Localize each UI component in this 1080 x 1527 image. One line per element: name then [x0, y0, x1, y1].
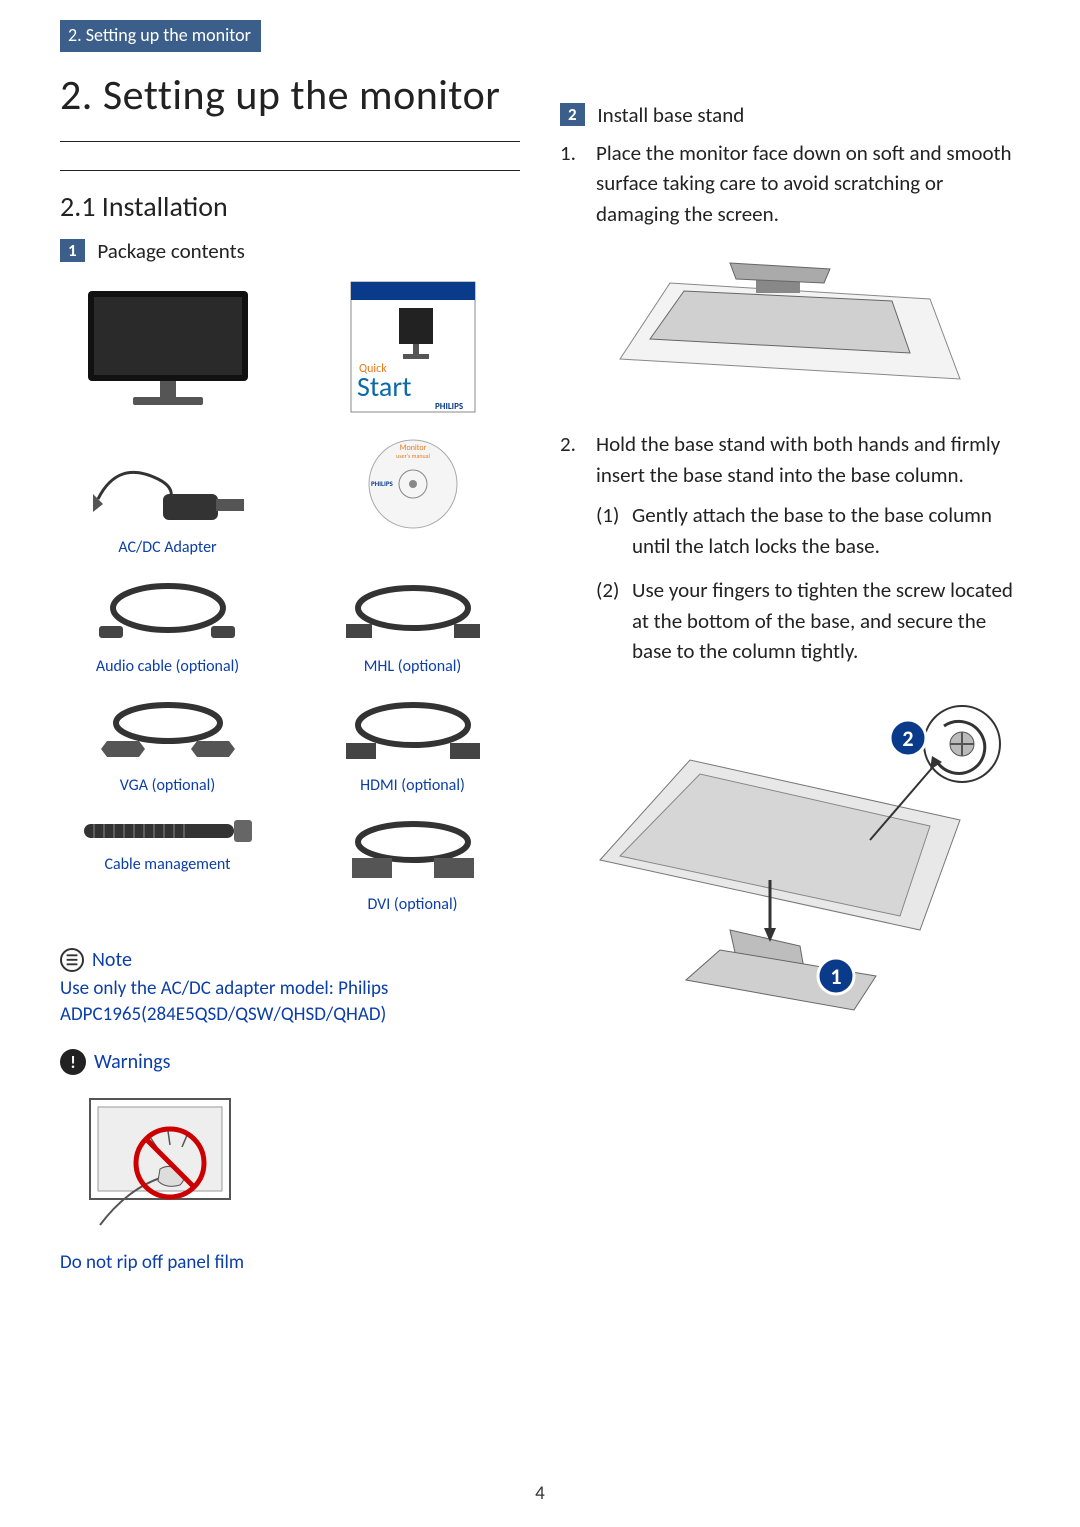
vga-cable-icon: [83, 697, 253, 767]
pkg-item-quickstart: Quick Start PHILIPS: [305, 278, 520, 418]
instruction-1-text: Place the monitor face down on soft and …: [596, 138, 1020, 229]
pkg-item-mhl: MHL (optional): [305, 573, 520, 676]
pkg-item-monitor: [60, 278, 275, 418]
step-1-heading: 1 Package contents: [60, 238, 520, 264]
cablemgmt-label: Cable management: [60, 855, 275, 874]
step-2-label: Install base stand: [597, 102, 744, 128]
mhl-cable-icon: [328, 578, 498, 648]
pkg-item-vga: VGA (optional): [60, 692, 275, 795]
note-text: Use only the AC/DC adapter model: Philip…: [60, 976, 520, 1027]
instruction-1: 1. Place the monitor face down on soft a…: [560, 138, 1020, 229]
assembly-badge-2: 2: [902, 725, 913, 752]
pkg-item-hdmi: HDMI (optional): [305, 692, 520, 795]
sub2-text: Use your fingers to tighten the screw lo…: [632, 575, 1020, 666]
disc-brand: PHILIPS: [371, 479, 394, 488]
instruction-list: 1. Place the monitor face down on soft a…: [560, 138, 1020, 229]
cablemgmt-icon: [78, 816, 258, 846]
step-badge-2: 2: [560, 103, 585, 126]
instruction-list-2: 2. Hold the base stand with both hands a…: [560, 429, 1020, 490]
sub2-num: (2): [596, 575, 626, 666]
note-heading: ☰ Note: [60, 948, 520, 972]
quickstart-icon: Quick Start PHILIPS: [343, 278, 483, 418]
page-content: 2. Setting up the monitor 2.1 Installati…: [0, 52, 1080, 1274]
disc-icon: Monitor user's manual PHILIPS: [353, 434, 473, 534]
quickstart-brand: PHILIPS: [435, 401, 463, 412]
pkg-item-audio: Audio cable (optional): [60, 573, 275, 676]
vga-label: VGA (optional): [60, 776, 275, 795]
note-heading-text: Note: [92, 948, 132, 972]
right-column: 2 Install base stand 1. Place the monito…: [560, 62, 1020, 1274]
pkg-item-dvi: DVI (optional): [305, 811, 520, 914]
figure-base-assembly: 2 1: [560, 680, 1020, 1020]
instruction-2: 2. Hold the base stand with both hands a…: [560, 429, 1020, 490]
step-badge-1: 1: [60, 239, 85, 262]
adapter-icon: [78, 439, 258, 529]
dvi-label: DVI (optional): [305, 895, 520, 914]
warning-icon: !: [60, 1049, 86, 1075]
mhl-label: MHL (optional): [305, 657, 520, 676]
quickstart-big: Start: [357, 369, 411, 404]
disc-line2: user's manual: [396, 452, 430, 460]
page-number: 4: [0, 1482, 1080, 1505]
pkg-item-adapter: AC/DC Adapter: [60, 434, 275, 557]
hdmi-label: HDMI (optional): [305, 776, 520, 795]
hdmi-cable-icon: [328, 697, 498, 767]
instruction-2-num: 2.: [560, 429, 582, 490]
audio-label: Audio cable (optional): [60, 657, 275, 676]
pkg-item-disc: Monitor user's manual PHILIPS: [305, 434, 520, 557]
step-2-heading: 2 Install base stand: [560, 102, 1020, 128]
header-breadcrumb: 2. Setting up the monitor: [60, 20, 261, 52]
note-icon: ☰: [60, 948, 84, 972]
instruction-1-num: 1.: [560, 138, 582, 229]
warnings-caption: Do not rip off panel film: [60, 1251, 520, 1274]
audio-cable-icon: [83, 578, 253, 648]
sub1-num: (1): [596, 500, 626, 561]
adapter-label: AC/DC Adapter: [60, 538, 275, 557]
instruction-2-text: Hold the base stand with both hands and …: [596, 429, 1020, 490]
title-rule: [60, 141, 520, 142]
pkg-item-cablemgmt: Cable management: [60, 811, 275, 914]
package-contents-grid: Quick Start PHILIPS AC/DC Adapter: [60, 278, 520, 914]
dvi-cable-icon: [328, 816, 498, 886]
assembly-badge-1: 1: [830, 963, 841, 990]
warnings-heading-text: Warnings: [94, 1050, 171, 1074]
warnings-figure: [60, 1085, 260, 1245]
sub-instructions: (1) Gently attach the base to the base c…: [596, 500, 1020, 666]
sub-instruction-2: (2) Use your fingers to tighten the scre…: [596, 575, 1020, 666]
section-heading: 2.1 Installation: [60, 189, 520, 224]
figure-monitor-facedown: [560, 239, 1020, 409]
section-rule: [60, 170, 520, 171]
page-title: 2. Setting up the monitor: [60, 70, 520, 121]
step-1-label: Package contents: [97, 238, 244, 264]
monitor-icon: [78, 283, 258, 413]
sub1-text: Gently attach the base to the base colum…: [632, 500, 1020, 561]
left-column: 2. Setting up the monitor 2.1 Installati…: [60, 62, 520, 1274]
warnings-heading: ! Warnings: [60, 1049, 520, 1075]
sub-instruction-1: (1) Gently attach the base to the base c…: [596, 500, 1020, 561]
